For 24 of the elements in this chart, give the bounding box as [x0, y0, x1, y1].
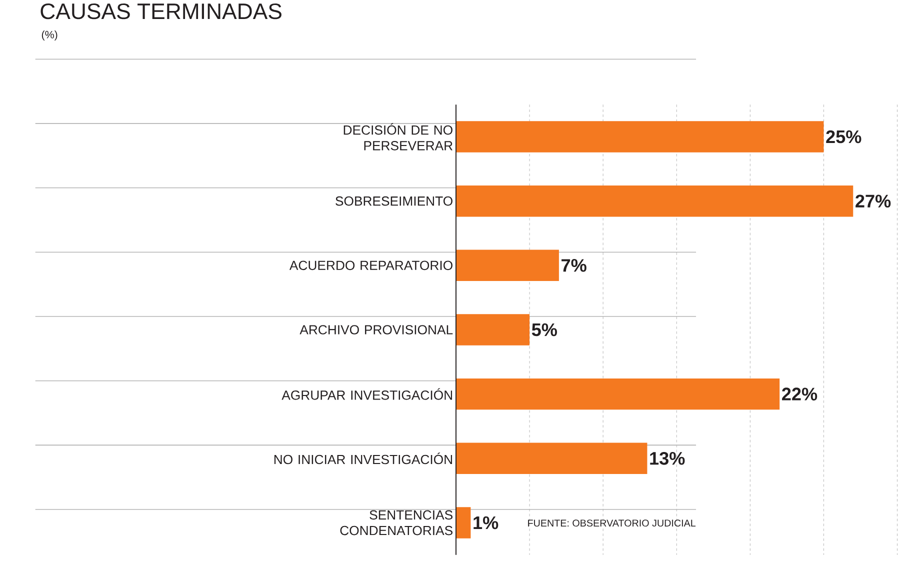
- bar: [456, 250, 559, 282]
- y-tick-label: SENTENCIAS CONDENATORIAS: [340, 510, 452, 536]
- y-tick-label: ARCHIVO PROVISIONAL: [300, 325, 453, 335]
- data-label: 1%: [474, 516, 498, 530]
- y-tick-label: ACUERDO REPARATORIO: [289, 260, 452, 270]
- bar: [456, 314, 530, 346]
- data-label: 22%: [782, 388, 818, 401]
- bar: [456, 507, 471, 539]
- text: (%): [42, 30, 58, 41]
- y-tick-label: AGRUPAR INVESTIGACIÓN: [282, 388, 452, 400]
- y-tick-label: DECISIÓN DE NO PERSEVERAR: [344, 123, 452, 151]
- y-tick-label: SOBRESEIMIENTO: [336, 196, 452, 206]
- bar: [456, 186, 854, 217]
- data-label: 25%: [826, 130, 862, 144]
- bar: [456, 443, 648, 474]
- text: CAUSAS TERMINADAS: [40, 4, 282, 20]
- bar: [456, 121, 824, 153]
- data-label: 27%: [856, 194, 891, 208]
- data-label: 5%: [532, 324, 557, 336]
- data-label: 7%: [562, 259, 586, 272]
- data-label: 13%: [650, 452, 685, 466]
- y-tick-label: NO INICIAR INVESTIGACIÓN: [274, 452, 452, 464]
- annotation: FUENTE: OBSERVATORIO JUDICIAL: [528, 520, 696, 527]
- bar: [456, 378, 780, 410]
